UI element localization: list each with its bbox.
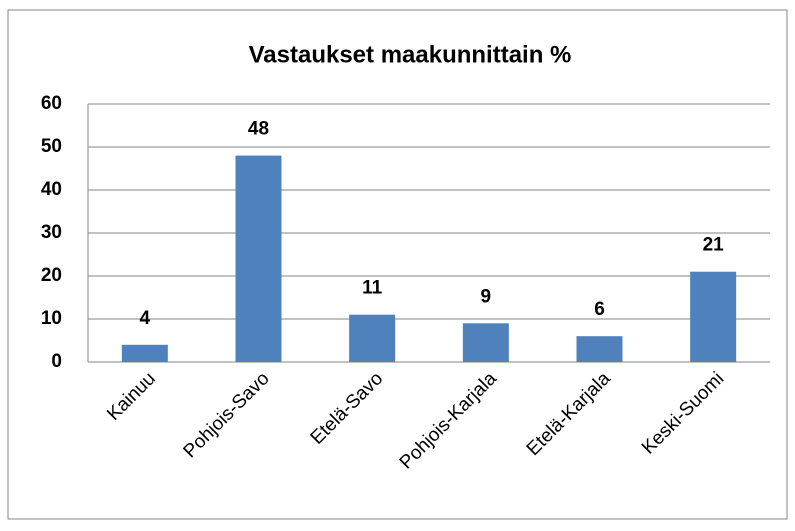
bar [121, 344, 168, 362]
chart-border [7, 9, 788, 520]
y-tick-label: 30 [41, 222, 62, 243]
data-label: 6 [594, 299, 605, 320]
bar [576, 336, 623, 362]
data-label: 11 [362, 278, 383, 299]
bar [349, 314, 396, 362]
bar [235, 155, 282, 362]
y-tick-label: 20 [41, 265, 62, 286]
data-label: 21 [703, 235, 725, 256]
y-tick-label: 50 [41, 136, 62, 157]
bar [690, 271, 737, 362]
chart-title: Vastaukset maakunnittain % [249, 41, 572, 68]
data-label: 4 [140, 308, 151, 329]
y-tick-label: 0 [51, 351, 62, 372]
y-tick-label: 40 [41, 179, 62, 200]
data-label: 48 [248, 119, 269, 140]
y-tick-label: 10 [41, 308, 62, 329]
y-tick-label: 60 [41, 93, 62, 114]
bar [462, 323, 509, 362]
data-label: 9 [481, 286, 492, 307]
